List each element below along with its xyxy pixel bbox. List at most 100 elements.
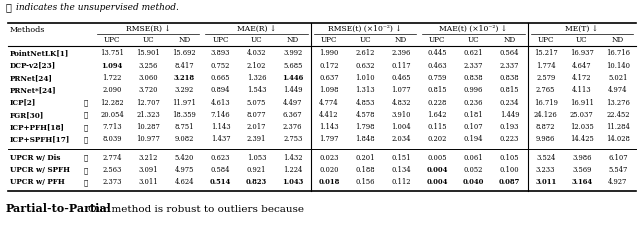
Text: ✓: ✓ xyxy=(84,178,88,186)
Text: 0.018: 0.018 xyxy=(318,178,340,186)
Text: UPCR w/ SPFH: UPCR w/ SPFH xyxy=(10,166,70,174)
Text: 9.986: 9.986 xyxy=(536,135,556,143)
Text: 4.497: 4.497 xyxy=(283,99,303,106)
Text: 13.751: 13.751 xyxy=(100,49,124,57)
Text: 0.564: 0.564 xyxy=(500,49,519,57)
Text: 6.107: 6.107 xyxy=(608,154,628,162)
Text: 1.432: 1.432 xyxy=(283,154,303,162)
Text: ND: ND xyxy=(179,36,190,44)
Text: MAE(R) ↓: MAE(R) ↓ xyxy=(237,25,276,33)
Text: 3.524: 3.524 xyxy=(536,154,556,162)
Text: Methods: Methods xyxy=(10,26,45,34)
Text: 0.234: 0.234 xyxy=(500,99,519,106)
Text: 4.578: 4.578 xyxy=(355,111,375,119)
Text: UC: UC xyxy=(142,36,154,44)
Text: 0.193: 0.193 xyxy=(500,123,519,131)
Text: 1.446: 1.446 xyxy=(282,74,303,82)
Text: UPC: UPC xyxy=(321,36,337,44)
Text: ✓: ✓ xyxy=(84,154,88,162)
Text: 2.396: 2.396 xyxy=(392,49,411,57)
Text: UPCR w/ PFH: UPCR w/ PFH xyxy=(10,178,65,186)
Text: 15.901: 15.901 xyxy=(136,49,160,57)
Text: DCP-v2[23]: DCP-v2[23] xyxy=(10,62,56,70)
Text: 0.061: 0.061 xyxy=(463,154,483,162)
Text: RMSE(t) (×10⁻²) ↓: RMSE(t) (×10⁻²) ↓ xyxy=(328,25,402,33)
Text: 5.685: 5.685 xyxy=(283,62,303,70)
Text: 3.256: 3.256 xyxy=(138,62,158,70)
Text: 4.172: 4.172 xyxy=(572,74,591,82)
Text: 9.082: 9.082 xyxy=(175,135,194,143)
Text: 0.107: 0.107 xyxy=(463,123,483,131)
Text: MAE(t) (×10⁻²) ↓: MAE(t) (×10⁻²) ↓ xyxy=(439,25,508,33)
Text: 1.798: 1.798 xyxy=(355,123,375,131)
Text: ✓: ✓ xyxy=(84,111,88,119)
Text: 8.039: 8.039 xyxy=(102,135,122,143)
Text: 3.720: 3.720 xyxy=(138,86,158,94)
Text: 2.612: 2.612 xyxy=(355,49,374,57)
Text: 0.181: 0.181 xyxy=(463,111,483,119)
Text: 12.035: 12.035 xyxy=(570,123,594,131)
Text: ✓: ✓ xyxy=(84,99,88,106)
Text: 2.563: 2.563 xyxy=(102,166,122,174)
Text: ND: ND xyxy=(504,36,516,44)
Text: 0.514: 0.514 xyxy=(210,178,231,186)
Text: 4.647: 4.647 xyxy=(572,62,591,70)
Text: 3.292: 3.292 xyxy=(175,86,194,94)
Text: UPC: UPC xyxy=(212,36,228,44)
Text: 3.164: 3.164 xyxy=(572,178,593,186)
Text: 1.094: 1.094 xyxy=(102,62,123,70)
Text: 0.236: 0.236 xyxy=(463,99,483,106)
Text: 12.282: 12.282 xyxy=(100,99,124,106)
Text: 3.218: 3.218 xyxy=(174,74,195,82)
Text: UC: UC xyxy=(576,36,588,44)
Text: 1.010: 1.010 xyxy=(355,74,375,82)
Text: 3.910: 3.910 xyxy=(392,111,411,119)
Text: 11.971: 11.971 xyxy=(172,99,196,106)
Text: 10.287: 10.287 xyxy=(136,123,160,131)
Text: 3.992: 3.992 xyxy=(283,49,302,57)
Text: 1.437: 1.437 xyxy=(211,135,230,143)
Text: UC: UC xyxy=(359,36,371,44)
Text: 0.156: 0.156 xyxy=(355,178,375,186)
Text: 1.143: 1.143 xyxy=(319,123,339,131)
Text: 10.140: 10.140 xyxy=(606,62,630,70)
Text: 24.126: 24.126 xyxy=(534,111,557,119)
Text: 3.011: 3.011 xyxy=(535,178,556,186)
Text: ICP+PFH[18]: ICP+PFH[18] xyxy=(10,123,65,131)
Text: 0.838: 0.838 xyxy=(463,74,483,82)
Text: 1.797: 1.797 xyxy=(319,135,339,143)
Text: 1.004: 1.004 xyxy=(391,123,411,131)
Text: 1.053: 1.053 xyxy=(247,154,266,162)
Text: 4.974: 4.974 xyxy=(608,86,628,94)
Text: 10.977: 10.977 xyxy=(136,135,160,143)
Text: ICP+SPFH[17]: ICP+SPFH[17] xyxy=(10,135,70,143)
Text: 7.146: 7.146 xyxy=(211,111,230,119)
Text: 3.011: 3.011 xyxy=(138,178,158,186)
Text: 7.713: 7.713 xyxy=(102,123,122,131)
Text: 0.004: 0.004 xyxy=(427,166,448,174)
Text: 1.449: 1.449 xyxy=(283,86,303,94)
Text: 0.465: 0.465 xyxy=(392,74,411,82)
Text: 4.975: 4.975 xyxy=(175,166,194,174)
Text: 2.337: 2.337 xyxy=(463,62,483,70)
Text: 16.911: 16.911 xyxy=(570,99,594,106)
Text: 0.759: 0.759 xyxy=(428,74,447,82)
Text: UPC: UPC xyxy=(538,36,554,44)
Text: 2.034: 2.034 xyxy=(392,135,411,143)
Text: UPCR w/ Dis: UPCR w/ Dis xyxy=(10,154,60,162)
Text: 2.774: 2.774 xyxy=(102,154,122,162)
Text: 1.143: 1.143 xyxy=(211,123,230,131)
Text: 21.323: 21.323 xyxy=(136,111,160,119)
Text: 2.765: 2.765 xyxy=(536,86,556,94)
Text: 15.692: 15.692 xyxy=(173,49,196,57)
Text: 0.004: 0.004 xyxy=(427,178,448,186)
Text: ✓: ✓ xyxy=(84,135,88,143)
Text: 0.632: 0.632 xyxy=(355,62,375,70)
Text: 16.716: 16.716 xyxy=(606,49,630,57)
Text: 0.752: 0.752 xyxy=(211,62,230,70)
Text: 0.463: 0.463 xyxy=(428,62,447,70)
Text: 11.284: 11.284 xyxy=(606,123,630,131)
Text: 13.276: 13.276 xyxy=(606,99,630,106)
Text: 0.223: 0.223 xyxy=(500,135,519,143)
Text: 0.894: 0.894 xyxy=(211,86,230,94)
